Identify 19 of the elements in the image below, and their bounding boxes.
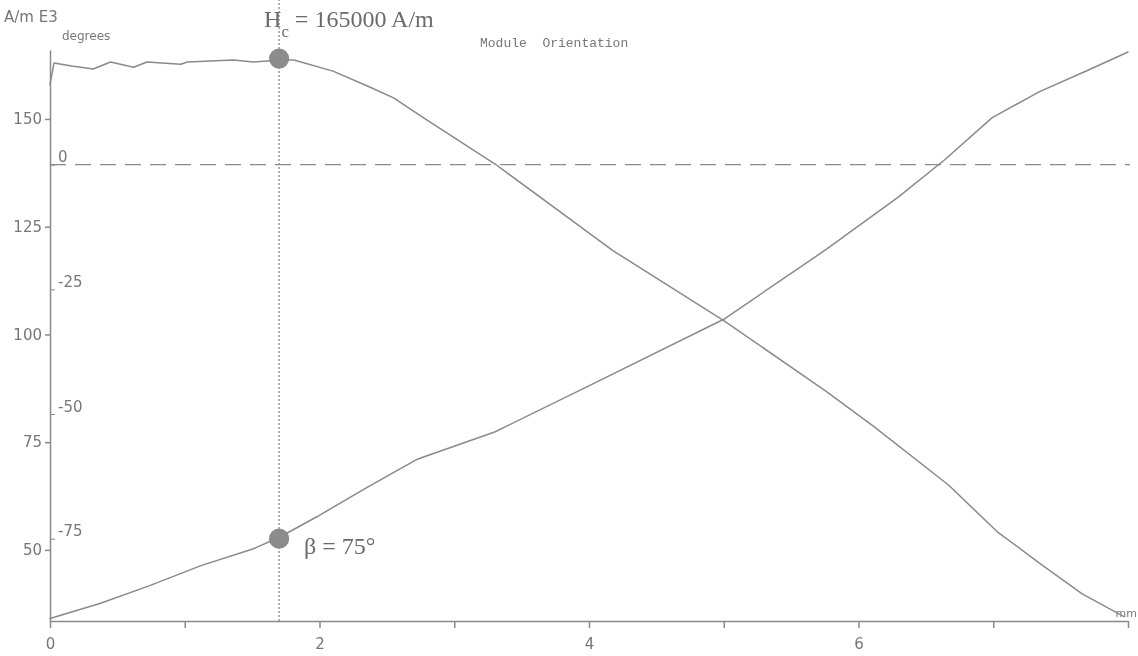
y-tick-label: 100	[13, 325, 42, 344]
y-axis-title: A/m E3	[4, 8, 58, 26]
y-tick-label: 75	[22, 433, 42, 452]
annotation: H$_{c}$ = 165000 A/m	[264, 5, 435, 41]
y2-tick-label: -75	[58, 522, 83, 541]
y2-tick-label: -25	[58, 272, 83, 291]
y-tick-label: 150	[13, 110, 42, 129]
y2-tick-label: 0	[58, 148, 68, 167]
chart-title: Module Orientation	[480, 36, 629, 51]
y2-axis-title: degrees	[62, 29, 111, 43]
x-tick-label: 4	[584, 634, 595, 653]
annotation: β = 75°	[304, 532, 376, 559]
x-tick-label: 6	[854, 634, 864, 653]
x-tick-label: 2	[315, 634, 325, 653]
x-axis-title: mm	[1115, 607, 1137, 620]
x-tick-label: 0	[45, 634, 56, 653]
y2-tick-label: -50	[58, 397, 83, 416]
y-tick-label: 50	[22, 541, 42, 560]
y-tick-label: 125	[13, 217, 42, 236]
